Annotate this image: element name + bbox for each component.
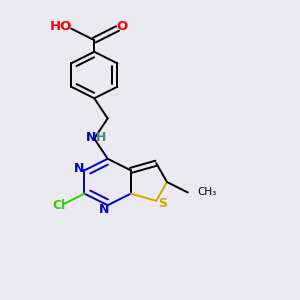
- Text: N: N: [99, 202, 109, 216]
- Text: O: O: [116, 20, 128, 33]
- Text: H: H: [96, 131, 106, 144]
- Text: Cl: Cl: [52, 199, 66, 212]
- Text: CH₃: CH₃: [197, 188, 216, 197]
- Text: S: S: [158, 197, 167, 210]
- Text: HO: HO: [50, 20, 72, 33]
- Text: N: N: [74, 162, 84, 175]
- Text: N: N: [86, 131, 96, 144]
